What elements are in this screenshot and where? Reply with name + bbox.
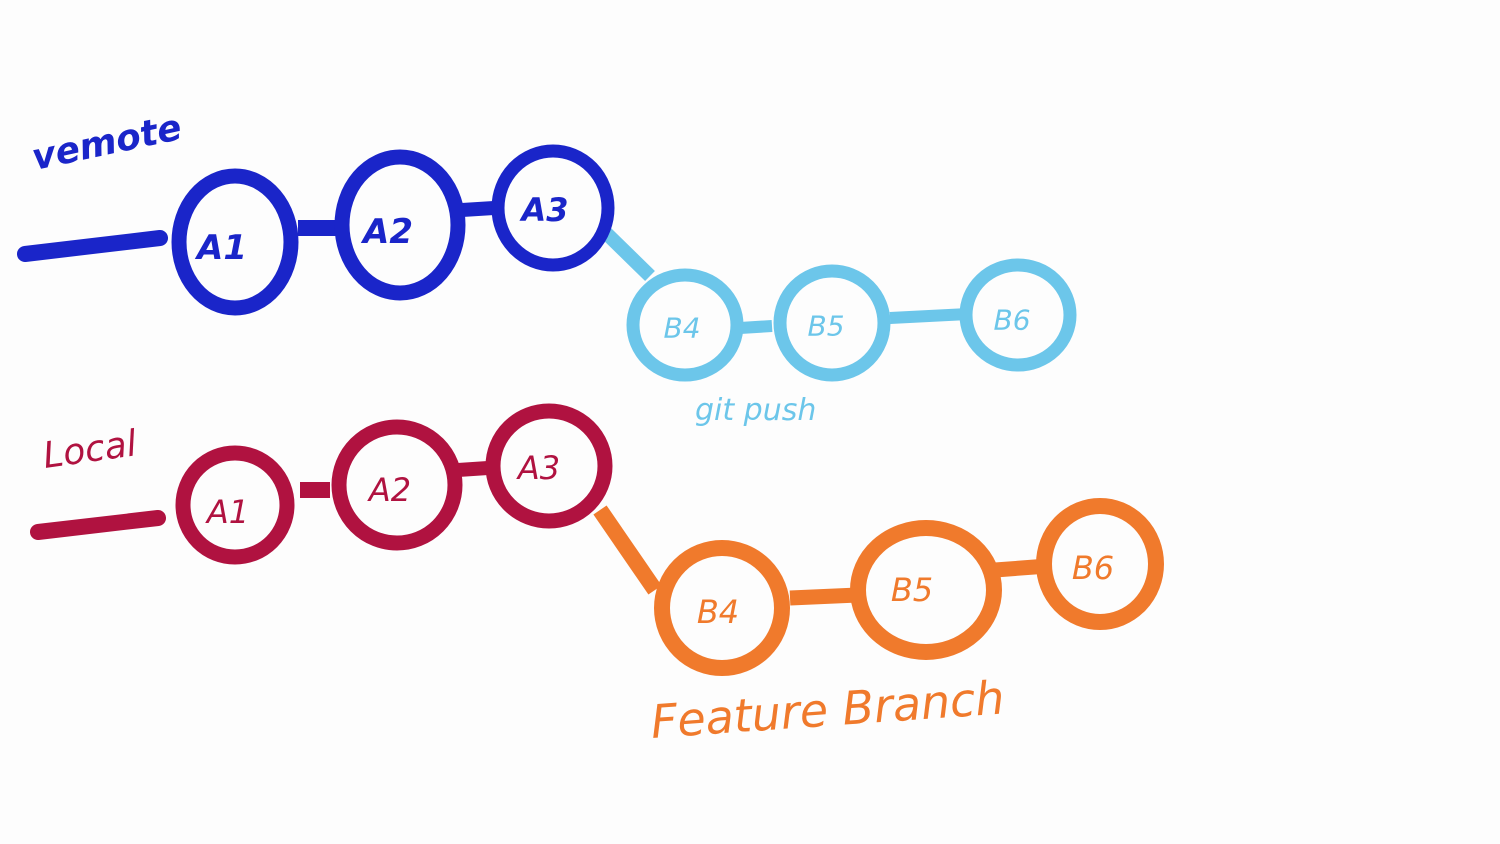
local-edge-a2-a3 [457,461,489,477]
local-commit-b5-label: B5 [891,571,933,609]
local-commit-b6-label: B6 [1072,549,1114,587]
remote-history-line [17,230,168,262]
local-commit-a3: A3 [485,403,613,529]
remote-commit-a2: A2 [334,149,466,301]
remote-commit-b6: B6 [959,258,1077,372]
remote-edge-b5-b6 [889,308,969,324]
local-commit-a2-label: A2 [367,471,411,509]
local-commit-b4: B4 [654,540,790,676]
local-commit-a3-label: A3 [516,449,560,487]
remote-branch-caption: git push [695,393,816,428]
local-commit-b5: B5 [850,520,1002,660]
remote-label: vemote [28,107,185,179]
remote-commit-b5: B5 [773,264,891,382]
remote-commit-b5-label: B5 [807,310,844,343]
local-edge-a3-b4 [593,505,662,595]
remote-commit-a2-label: A2 [360,212,413,252]
remote-commit-b6-label: B6 [993,304,1030,337]
local-edge-b4-b5 [789,587,859,606]
local-label: Local [41,423,140,477]
local-commit-b6: B6 [1036,498,1164,630]
local-commit-b4-label: B4 [697,593,739,631]
remote-commit-b4: B4 [626,268,744,382]
remote-commit-a1-label: A1 [194,228,247,268]
remote-commit-b4-label: B4 [663,312,700,345]
remote-edge-a3-b4 [600,226,655,282]
local-commit-a1: A1 [175,445,295,565]
remote-commit-a1: A1 [171,168,299,316]
local-commit-a2: A2 [331,419,463,551]
remote-edge-a2-a3 [461,201,495,217]
remote-graph: vemote A1 A2 A3 B4 B5 [17,107,1077,428]
remote-edge-b4-b5 [739,320,773,334]
remote-commit-a3-label: A3 [518,191,568,229]
remote-commit-a3: A3 [491,144,615,272]
local-branch-caption: Feature Branch [649,670,1006,749]
local-commit-a1-label: A1 [205,493,249,531]
local-graph: Local A1 A2 A3 B4 B5 [30,403,1164,749]
local-history-line [30,510,166,540]
